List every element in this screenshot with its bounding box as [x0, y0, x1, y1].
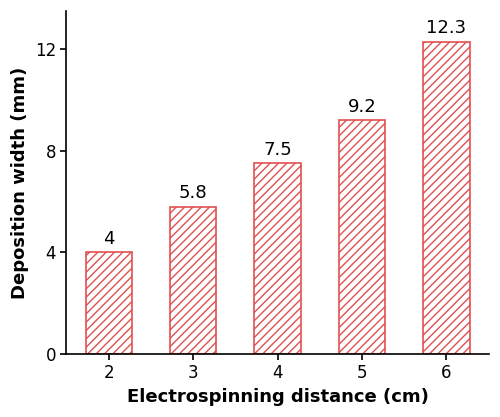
- Text: 12.3: 12.3: [426, 19, 467, 37]
- Text: 5.8: 5.8: [179, 184, 208, 202]
- X-axis label: Electrospinning distance (cm): Electrospinning distance (cm): [126, 388, 428, 406]
- Text: 4: 4: [103, 230, 115, 248]
- Text: 9.2: 9.2: [348, 98, 376, 116]
- Bar: [254, 163, 301, 354]
- Y-axis label: Deposition width (mm): Deposition width (mm): [11, 66, 29, 299]
- Bar: [170, 207, 216, 354]
- Bar: [86, 252, 132, 354]
- Bar: [423, 42, 470, 354]
- Text: 7.5: 7.5: [263, 141, 292, 159]
- Bar: [339, 120, 386, 354]
